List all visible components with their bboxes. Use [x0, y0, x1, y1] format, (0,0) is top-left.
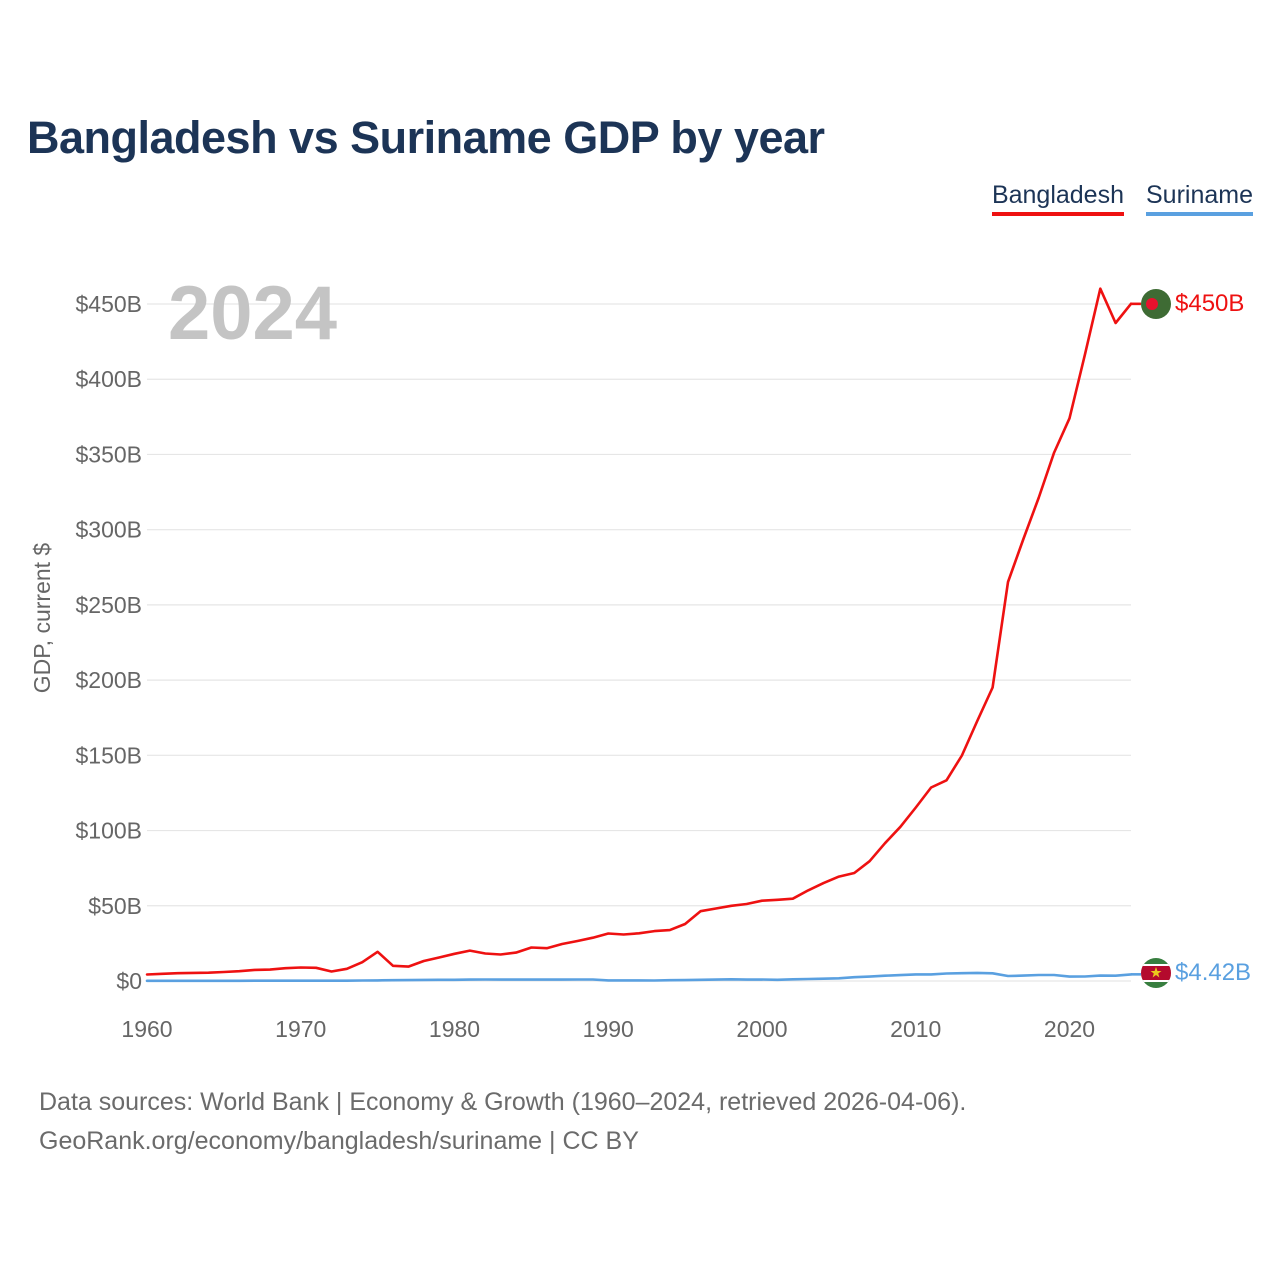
- y-tick-label: $200B: [75, 667, 142, 693]
- y-axis-title: GDP, current $: [29, 543, 55, 694]
- series-lines: [145, 287, 1141, 983]
- y-tick-label: $250B: [75, 592, 142, 618]
- series-line-suriname: [145, 971, 1133, 983]
- footer-sources: Data sources: World Bank | Economy & Gro…: [39, 1088, 967, 1116]
- y-tick-label: $400B: [75, 366, 142, 392]
- x-tick-label: 1960: [121, 1016, 172, 1042]
- legend-item-suriname[interactable]: Suriname: [1146, 181, 1253, 216]
- year-watermark: 2024: [168, 271, 337, 356]
- chart-area: 2024 $0 $50B $100B $150B $200B $250B $300B $350…: [29, 271, 1251, 1042]
- x-tick-label: 1990: [583, 1016, 634, 1042]
- footer: Data sources: World Bank | Economy & Gro…: [39, 1083, 966, 1161]
- chart-title: Bangladesh vs Suriname GDP by year: [27, 112, 825, 163]
- x-tick-label: 1970: [275, 1016, 326, 1042]
- y-tick-label: $100B: [75, 818, 142, 844]
- end-label-suriname: $4.42B: [1175, 959, 1251, 986]
- series-line-bangladesh: [145, 287, 1133, 976]
- x-axis-ticks: 1960 1970 1980 1990 2000 2010 2020: [121, 1016, 1095, 1042]
- y-tick-label: $50B: [88, 893, 142, 919]
- x-tick-label: 1980: [429, 1016, 480, 1042]
- x-tick-label: 2020: [1044, 1016, 1095, 1042]
- footer-link[interactable]: GeoRank.org/economy/bangladesh/suriname …: [39, 1127, 639, 1155]
- y-tick-label: $300B: [75, 517, 142, 543]
- x-tick-label: 2000: [736, 1016, 787, 1042]
- legend: Bangladesh Suriname: [991, 181, 1253, 216]
- end-label-bangladesh: $450B: [1175, 290, 1244, 317]
- y-tick-label: $350B: [75, 441, 142, 467]
- y-tick-label: $450B: [75, 291, 142, 317]
- legend-item-bangladesh[interactable]: Bangladesh: [991, 181, 1124, 216]
- suriname-flag-icon: [1141, 958, 1171, 988]
- y-axis-ticks: $0 $50B $100B $150B $200B $250B $300B $350B $400…: [75, 291, 142, 994]
- grid-lines: [147, 303, 1131, 982]
- y-tick-label: $0: [116, 968, 142, 994]
- bangladesh-flag-icon: [1141, 289, 1171, 319]
- x-tick-label: 2010: [890, 1016, 941, 1042]
- y-tick-label: $150B: [75, 742, 142, 768]
